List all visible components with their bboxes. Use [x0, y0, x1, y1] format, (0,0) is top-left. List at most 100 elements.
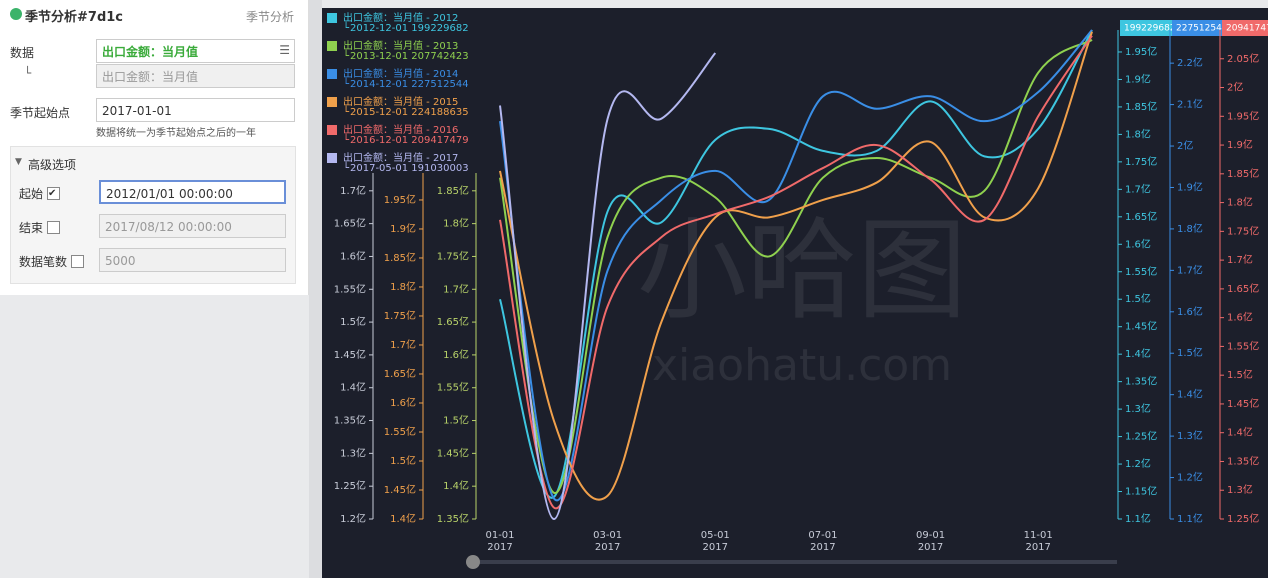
y-tick-label: 1.4亿	[1227, 426, 1253, 439]
start-input[interactable]: 2017-01-01	[96, 98, 295, 122]
y-tick-label: 1.5亿	[443, 414, 469, 427]
x-tick-sublabel: 2017	[810, 542, 835, 553]
legend-swatch	[327, 69, 337, 79]
legend-tree: └	[343, 77, 350, 90]
label: 季节起始点	[10, 106, 71, 120]
y-tick-label: 1.75亿	[1227, 224, 1259, 237]
count-input[interactable]: 5000	[99, 248, 286, 272]
y-tick-label: 1.45亿	[1227, 397, 1259, 410]
legend-tree: └	[343, 49, 350, 62]
axis-flag-label: 227512544	[1176, 24, 1228, 34]
legend-swatch	[327, 153, 337, 163]
y-tick-label: 1.4亿	[443, 479, 469, 492]
y-tick-label: 1.95亿	[1227, 109, 1259, 122]
y-tick-label: 1.85亿	[437, 184, 469, 197]
y-tick-label: 1.55亿	[334, 282, 366, 295]
end-input[interactable]: 2017/08/12 00:00:00	[99, 214, 286, 238]
axis-flag-label: 209417479	[1226, 24, 1268, 34]
y-tick-label: 1.8亿	[390, 280, 416, 293]
divider	[309, 0, 322, 578]
label: 结束	[19, 221, 44, 235]
label: 数据	[10, 46, 35, 60]
checkbox[interactable]	[71, 255, 84, 268]
y-tick-label: 1.7亿	[1227, 253, 1253, 266]
y-tick-label: 1.6亿	[1227, 311, 1253, 324]
checkbox[interactable]	[47, 221, 60, 234]
legend-label: 出口金额：当月值 - 2013	[343, 39, 458, 52]
y-tick-label: 1.6亿	[390, 396, 416, 409]
y-tick-label: 1.95亿	[1125, 45, 1157, 58]
begin-input[interactable]: 2012/01/01 00:00:00	[99, 180, 286, 204]
legend-latest: 2014-12-01 227512544	[350, 79, 469, 90]
legend-latest: 2013-12-01 207742423	[350, 51, 469, 62]
list-icon[interactable]: ☰	[279, 43, 290, 57]
y-tick-label: 1.5亿	[1227, 368, 1253, 381]
y-tick-label: 1.7亿	[340, 184, 366, 197]
legend-tree: └	[343, 105, 350, 118]
legend-tree: └	[343, 21, 350, 34]
settings-panel: 季节分析#7d1c 季节分析 数据 出口金额：当月值 ☰ └ 出口金额：当月值 …	[0, 0, 309, 295]
y-tick-label: 1.35亿	[1227, 454, 1259, 467]
section-title[interactable]: 高级选项	[28, 158, 77, 172]
y-tick-label: 1.35亿	[334, 414, 366, 427]
y-tick-label: 1.55亿	[1227, 339, 1259, 352]
y-tick-label: 1.9亿	[1227, 138, 1253, 151]
y-tick-label: 1.85亿	[1227, 167, 1259, 180]
y-tick-label: 1.65亿	[1227, 282, 1259, 295]
y-tick-label: 2.2亿	[1177, 56, 1203, 69]
sub-select[interactable]: 出口金额：当月值	[96, 64, 295, 88]
y-tick-label: 1.9亿	[1177, 180, 1203, 193]
legend-latest: 2012-12-01 199229682	[350, 23, 469, 34]
legend-label: 出口金额：当月值 - 2017	[343, 151, 458, 164]
status-icon	[10, 8, 22, 20]
y-tick-label: 1.35亿	[1125, 375, 1157, 388]
legend-label: 出口金额：当月值 - 2012	[343, 11, 458, 24]
data-select[interactable]: 出口金额：当月值	[96, 39, 295, 63]
y-tick-label: 1.4亿	[390, 512, 416, 525]
x-tick-label: 07-01	[808, 530, 837, 541]
series-line	[499, 52, 717, 521]
y-tick-label: 1.25亿	[1125, 430, 1157, 443]
legend-swatch	[327, 125, 337, 135]
checkbox[interactable]: ✔	[47, 187, 60, 200]
y-tick-label: 1.6亿	[1177, 305, 1203, 318]
y-tick-label: 1.55亿	[384, 425, 416, 438]
y-tick-label: 1.45亿	[384, 483, 416, 496]
y-tick-label: 1.85亿	[384, 251, 416, 264]
slider-handle[interactable]	[466, 555, 480, 569]
y-tick-label: 2亿	[1227, 81, 1243, 94]
legend-tree: └	[343, 161, 350, 174]
y-tick-label: 1.1亿	[1125, 512, 1151, 525]
y-tick-label: 1.3亿	[1177, 429, 1203, 442]
y-tick-label: 1.5亿	[1177, 346, 1203, 359]
y-tick-label: 1.3亿	[340, 446, 366, 459]
legend-label: 出口金额：当月值 - 2014	[343, 67, 458, 80]
y-tick-label: 1.7亿	[390, 338, 416, 351]
series-line	[499, 29, 1093, 499]
legend-latest: 2016-12-01 209417479	[350, 135, 469, 146]
y-tick-label: 1.8亿	[443, 217, 469, 230]
y-tick-label: 1.4亿	[1125, 347, 1151, 360]
legend-swatch	[327, 13, 337, 23]
watermark: 小哈图	[637, 206, 967, 334]
y-tick-label: 1.25亿	[334, 479, 366, 492]
y-tick-label: 1.4亿	[340, 381, 366, 394]
legend-latest: 2015-12-01 224188635	[350, 107, 469, 118]
y-tick-label: 1.2亿	[340, 512, 366, 525]
x-tick-sublabel: 2017	[1025, 542, 1050, 553]
series-line	[499, 31, 1093, 501]
y-tick-label: 1.8亿	[1125, 127, 1151, 140]
y-tick-label: 1.55亿	[1125, 265, 1157, 278]
y-tick-label: 1.85亿	[1125, 100, 1157, 113]
y-tick-label: 1.9亿	[390, 222, 416, 235]
collapse-icon[interactable]: ▼	[15, 157, 22, 167]
y-tick-label: 1.65亿	[384, 367, 416, 380]
y-tick-label: 1.65亿	[437, 315, 469, 328]
y-tick-label: 1.8亿	[1227, 196, 1253, 209]
y-tick-label: 2.05亿	[1227, 52, 1259, 65]
x-tick-sublabel: 2017	[487, 542, 512, 553]
label: 数据笔数	[19, 255, 68, 269]
y-tick-label: 1.95亿	[384, 193, 416, 206]
y-tick-label: 1.5亿	[390, 454, 416, 467]
